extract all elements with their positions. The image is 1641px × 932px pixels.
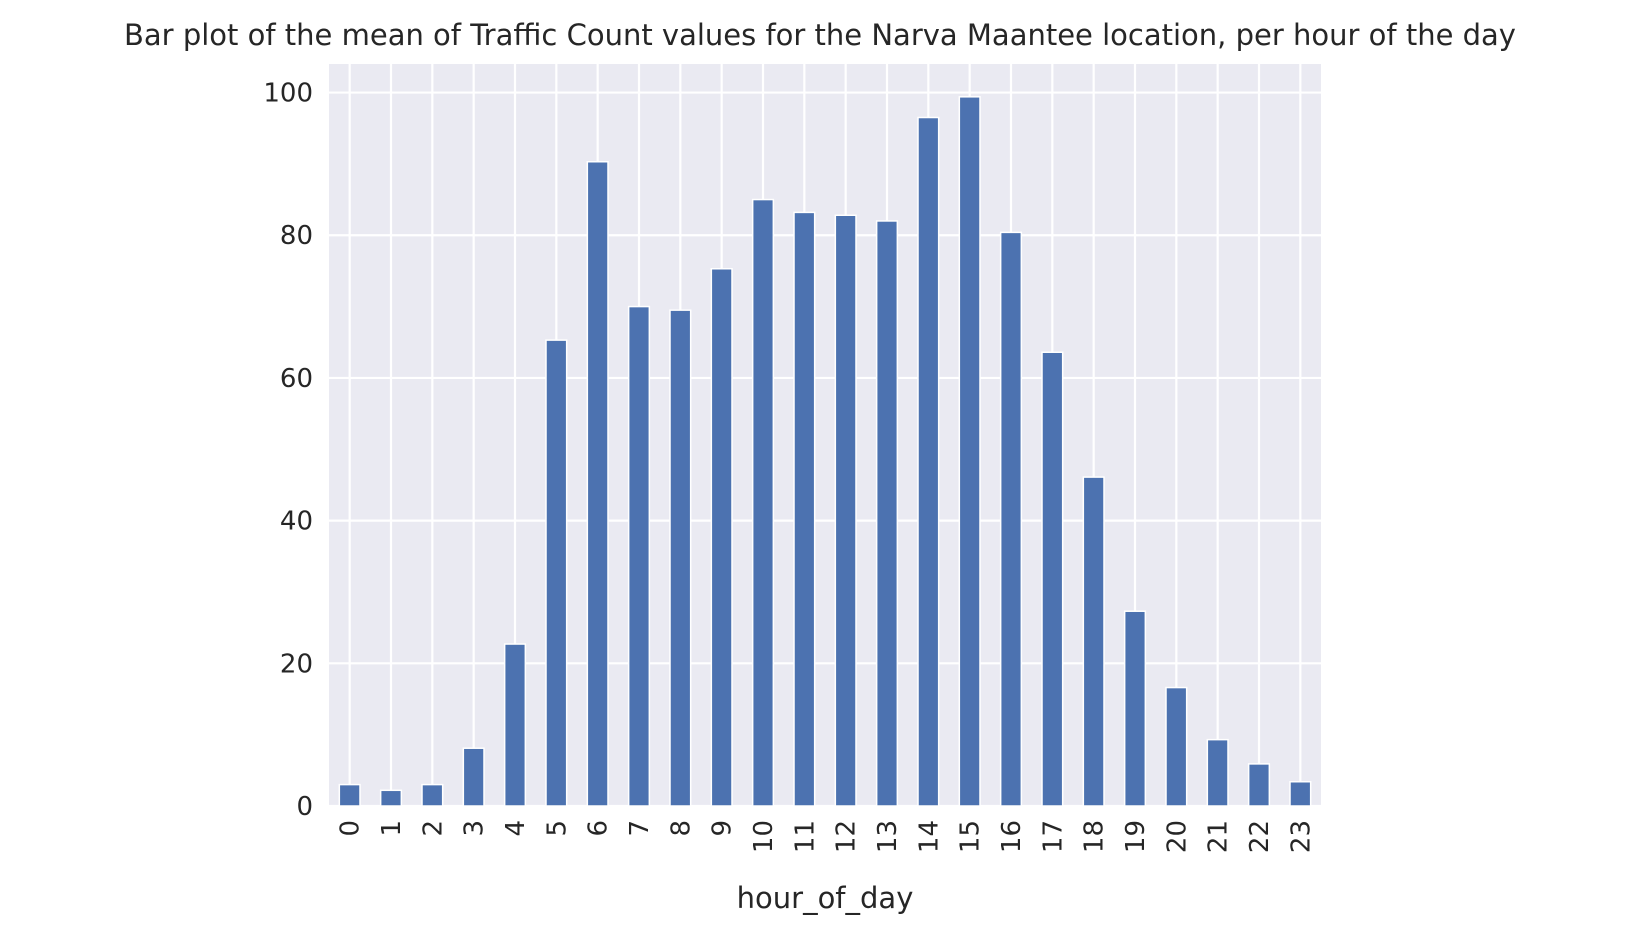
x-tick-label: 10 — [749, 820, 779, 853]
bar-hour-4 — [503, 643, 527, 807]
x-tick-label: 16 — [997, 820, 1027, 853]
bar-hour-5 — [545, 339, 568, 807]
bar-hour-12 — [834, 214, 857, 807]
bar-hour-10 — [751, 198, 775, 807]
bar-hour-7 — [627, 305, 651, 807]
x-axis-ticks: 0 1 2 3 4 5 6 7 8 9 10 11 12 13 14 15 16 17 18 19 20 21 22 23 — [336, 820, 1317, 853]
y-tick-label: 80 — [280, 221, 313, 251]
bar-hour-23 — [1289, 780, 1312, 807]
x-tick-label: 14 — [914, 820, 944, 853]
bar-hour-16 — [999, 231, 1023, 807]
x-tick-label: 2 — [418, 820, 448, 837]
x-tick-label: 11 — [790, 820, 820, 853]
bar-hour-0 — [338, 783, 361, 807]
x-tick-label: 15 — [956, 820, 986, 853]
bar-hour-19 — [1123, 610, 1147, 807]
bar-hour-11 — [793, 211, 816, 807]
x-tick-label: 18 — [1080, 820, 1110, 853]
bar-hour-9 — [710, 268, 733, 807]
y-tick-label: 0 — [296, 792, 313, 822]
x-tick-label: 8 — [666, 820, 696, 837]
x-tick-label: 5 — [542, 820, 572, 837]
y-tick-label: 60 — [280, 364, 313, 394]
plot-area — [329, 64, 1321, 806]
y-tick-label: 100 — [263, 79, 313, 109]
bars — [338, 96, 1312, 807]
y-tick-label: 40 — [280, 507, 313, 537]
x-tick-label: 20 — [1162, 820, 1192, 853]
bar-hour-17 — [1041, 351, 1064, 807]
bar-hour-14 — [917, 116, 940, 807]
bar-hour-8 — [669, 309, 692, 807]
chart-title: Bar plot of the mean of Traffic Count va… — [124, 18, 1516, 52]
bar-hour-13 — [875, 220, 899, 807]
x-tick-label: 4 — [501, 820, 531, 837]
x-tick-label: 13 — [873, 820, 903, 853]
x-tick-label: 21 — [1204, 820, 1234, 853]
x-tick-label: 7 — [625, 820, 655, 837]
bar-hour-21 — [1206, 738, 1229, 807]
x-axis-label: hour_of_day — [737, 881, 914, 915]
x-tick-label: 1 — [377, 820, 407, 837]
bar-hour-18 — [1082, 476, 1105, 807]
y-tick-label: 20 — [280, 649, 313, 679]
x-tick-label: 12 — [832, 820, 862, 853]
x-tick-label: 23 — [1286, 820, 1316, 853]
bar-hour-20 — [1165, 686, 1188, 807]
bar-hour-22 — [1247, 763, 1271, 807]
bar-hour-15 — [958, 96, 981, 807]
x-tick-label: 6 — [584, 820, 614, 837]
x-tick-label: 22 — [1245, 820, 1275, 853]
x-tick-label: 3 — [460, 820, 490, 837]
x-tick-label: 19 — [1121, 820, 1151, 853]
bar-hour-3 — [462, 747, 485, 807]
bar-hour-2 — [421, 783, 444, 807]
bar-hour-1 — [379, 789, 403, 807]
y-axis-ticks: 0 20 40 60 80 100 — [263, 79, 313, 822]
x-tick-label: 17 — [1038, 820, 1068, 853]
bar-hour-6 — [586, 160, 609, 807]
x-tick-label: 0 — [336, 820, 366, 837]
x-tick-label: 9 — [708, 820, 738, 837]
